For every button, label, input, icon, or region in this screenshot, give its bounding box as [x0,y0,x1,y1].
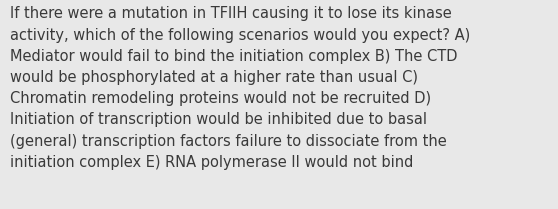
Text: If there were a mutation in TFIIH causing it to lose its kinase
activity, which : If there were a mutation in TFIIH causin… [10,6,470,170]
